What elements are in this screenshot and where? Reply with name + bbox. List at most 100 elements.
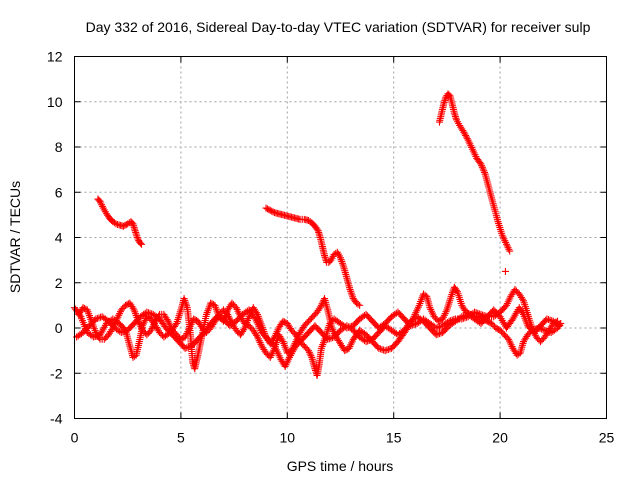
data-point: [97, 313, 105, 321]
data-point: [143, 308, 151, 316]
data-point: [97, 199, 105, 207]
data-point: [240, 326, 248, 334]
y-tick-label: -4: [50, 411, 63, 427]
data-point: [252, 331, 260, 339]
data-point: [475, 310, 483, 318]
data-point: [381, 347, 389, 355]
data-point: [384, 345, 392, 353]
data-point: [318, 300, 326, 308]
series-arc-09h: [262, 204, 364, 309]
data-point: [477, 310, 485, 318]
data-point: [119, 328, 127, 336]
data-point: [183, 344, 191, 352]
data-point: [327, 334, 335, 342]
data-point: [478, 163, 486, 171]
data-point: [437, 322, 445, 330]
data-point: [434, 323, 442, 331]
data-point: [92, 315, 100, 323]
data-point: [364, 337, 372, 345]
data-point: [556, 322, 564, 330]
data-point: [96, 197, 104, 205]
data-point: [216, 314, 224, 322]
data-point: [432, 324, 440, 332]
x-tick-label: 20: [492, 430, 508, 446]
data-point: [518, 309, 526, 317]
data-point: [129, 304, 137, 312]
x-tick-label: 0: [71, 430, 79, 446]
x-tick-label: 5: [177, 430, 185, 446]
data-point: [356, 301, 364, 309]
data-point: [138, 240, 146, 248]
data-point: [376, 345, 384, 353]
data-point: [93, 314, 101, 322]
data-point: [435, 323, 443, 331]
data-point: [181, 344, 189, 352]
data-point: [117, 329, 125, 337]
data-point: [213, 313, 221, 321]
data-point: [480, 167, 488, 175]
y-tick-label: 6: [55, 184, 63, 200]
data-point: [456, 314, 464, 322]
data-point: [458, 313, 466, 321]
data-point: [148, 310, 156, 318]
data-point: [354, 300, 362, 308]
data-point: [324, 335, 332, 343]
x-axis-label: GPS time / hours: [287, 458, 394, 474]
x-tick-label: 25: [599, 430, 615, 446]
data-point: [98, 202, 106, 210]
data-point: [375, 344, 383, 352]
data-point: [144, 309, 152, 317]
data-point: [480, 168, 488, 176]
data-point: [472, 309, 480, 317]
y-tick-label: 12: [47, 49, 63, 65]
data-point: [434, 330, 442, 338]
data-point: [362, 338, 370, 346]
plot-frame: [74, 56, 607, 419]
data-point: [305, 347, 313, 355]
data-point: [505, 245, 513, 253]
data-point: [306, 350, 314, 358]
data-point: [325, 335, 333, 343]
data-point: [412, 320, 420, 328]
x-tick-labels: 0 5 10 15 20 25: [71, 430, 615, 446]
series-band-c: [73, 304, 564, 370]
data-point: [278, 336, 286, 344]
data-point: [114, 220, 122, 228]
data-point: [121, 327, 129, 335]
data-point: [518, 295, 526, 303]
data-point: [459, 312, 467, 320]
chart-title: Day 332 of 2016, Sidereal Day-to-day VTE…: [86, 19, 591, 35]
data-point: [479, 311, 487, 319]
data-point: [378, 345, 386, 353]
data-point: [545, 316, 553, 324]
data-series: [71, 90, 565, 380]
y-axis-label: SDTVAR / TECUs: [7, 181, 23, 293]
y-tick-label: 4: [55, 230, 63, 246]
data-point: [136, 239, 144, 247]
data-point: [307, 352, 315, 360]
data-point: [501, 267, 509, 275]
y-tick-labels: -4 -2 0 2 4 6 8 10 12: [47, 49, 63, 427]
data-point: [548, 317, 556, 325]
y-tick-label: 8: [55, 139, 63, 155]
grid: [74, 56, 607, 419]
data-point: [476, 159, 484, 167]
data-point: [554, 321, 562, 329]
data-point: [503, 242, 511, 250]
data-point: [462, 131, 470, 139]
data-point: [445, 91, 453, 99]
data-point: [479, 165, 487, 173]
data-point: [539, 326, 547, 334]
data-point: [317, 301, 325, 309]
y-tick-label: -2: [50, 365, 63, 381]
data-point: [435, 330, 443, 338]
series-arc-17h: [435, 90, 514, 255]
data-point: [215, 313, 223, 321]
data-point: [365, 336, 373, 344]
data-point: [474, 309, 482, 317]
data-point: [313, 225, 321, 233]
data-point: [146, 309, 154, 317]
data-point: [452, 286, 460, 294]
data-point: [95, 334, 103, 342]
